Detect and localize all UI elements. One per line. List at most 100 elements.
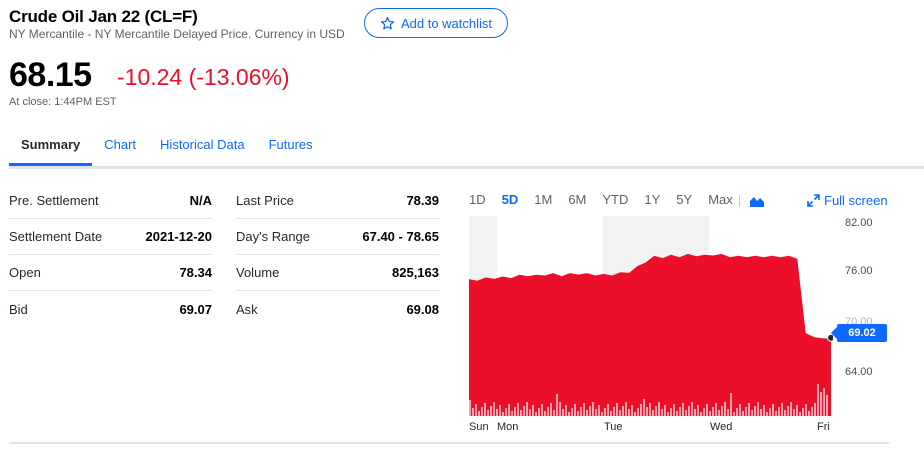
exchange-subtitle: NY Mercantile - NY Mercantile Delayed Pr…	[9, 27, 345, 41]
row-label: Last Price	[236, 193, 294, 208]
range-1y[interactable]: 1Y	[644, 192, 661, 207]
volume-bar	[475, 404, 477, 416]
volume-bar	[607, 404, 609, 416]
volume-bar	[808, 411, 810, 416]
row-label: Pre. Settlement	[9, 193, 99, 208]
volume-bar	[703, 408, 705, 416]
volume-bar	[739, 404, 741, 416]
volume-bar	[472, 408, 474, 416]
volume-bar	[772, 404, 774, 416]
tabs-divider	[9, 166, 924, 169]
volume-bar	[826, 395, 828, 416]
volume-bar	[718, 410, 720, 416]
volume-bar	[679, 407, 681, 416]
volume-bar	[670, 408, 672, 416]
volume-bar	[733, 412, 735, 416]
volume-bar	[655, 406, 657, 416]
row-value: N/A	[189, 193, 212, 208]
volume-bar	[709, 411, 711, 416]
volume-bar	[748, 403, 750, 416]
volume-bar	[799, 412, 801, 416]
star-icon	[380, 16, 395, 29]
table-row: Pre. Settlement N/A	[9, 183, 212, 219]
table-row: Ask 69.08	[236, 291, 439, 327]
volume-bar	[484, 403, 486, 416]
tab-historical-data[interactable]: Historical Data	[160, 137, 245, 152]
volume-bar	[820, 392, 822, 416]
mountain-chart-icon[interactable]	[749, 194, 765, 208]
volume-bar	[763, 405, 765, 416]
volume-bar	[469, 400, 471, 416]
range-6m[interactable]: 6M	[568, 192, 587, 207]
volume-bar	[577, 411, 579, 416]
full-screen-button[interactable]: Full screen	[807, 193, 888, 208]
volume-bar	[511, 411, 513, 416]
row-label: Ask	[236, 301, 258, 317]
volume-bar	[649, 403, 651, 416]
volume-bar	[520, 410, 522, 416]
volume-bar	[523, 406, 525, 416]
volume-bar	[802, 408, 804, 416]
volume-bar	[502, 412, 504, 416]
volume-bar	[796, 405, 798, 416]
range-selector: 1D 5D 1M 6M YTD 1Y 5Y Max	[469, 192, 749, 207]
volume-bar	[643, 399, 645, 416]
volume-bar	[712, 407, 714, 416]
volume-bar	[673, 404, 675, 416]
table-row: Last Price 78.39	[236, 183, 439, 219]
range-1d[interactable]: 1D	[469, 192, 486, 207]
table-row: Volume 825,163	[236, 255, 439, 291]
volume-bar	[787, 406, 789, 416]
x-tick-label: Sun	[469, 421, 489, 433]
volume-bar	[682, 403, 684, 416]
volume-bar	[724, 402, 726, 416]
volume-bar	[766, 412, 768, 416]
volume-bar	[736, 408, 738, 416]
volume-bar	[490, 406, 492, 416]
volume-bar	[667, 412, 669, 416]
volume-bar	[505, 408, 507, 416]
volume-bar	[553, 410, 555, 416]
price-chart[interactable]	[469, 216, 833, 416]
volume-bar	[652, 410, 654, 416]
row-value: 2021-12-20	[145, 229, 213, 244]
range-max[interactable]: Max	[708, 192, 733, 207]
volume-bar	[580, 407, 582, 416]
row-label: Settlement Date	[9, 229, 103, 244]
volume-bar	[481, 407, 483, 416]
tab-summary[interactable]: Summary	[9, 130, 93, 166]
watchlist-label: Add to watchlist	[400, 15, 493, 31]
row-value: 78.39	[406, 193, 439, 208]
volume-bar	[715, 403, 717, 416]
volume-bar	[598, 405, 600, 416]
range-5d[interactable]: 5D	[501, 192, 519, 207]
volume-bar	[574, 404, 576, 416]
row-value: 69.07	[179, 301, 212, 317]
volume-bar	[496, 409, 498, 416]
volume-bar	[571, 408, 573, 416]
volume-bar	[676, 411, 678, 416]
volume-bar	[742, 411, 744, 416]
price-area	[469, 253, 831, 416]
x-tick-label: Tue	[604, 421, 623, 433]
full-screen-label: Full screen	[824, 193, 888, 208]
row-value: 69.08	[406, 301, 439, 317]
volume-bar	[757, 402, 759, 416]
volume-bar	[499, 405, 501, 416]
row-label: Day's Range	[236, 229, 311, 244]
volume-bar	[823, 388, 825, 416]
add-to-watchlist-button[interactable]: Add to watchlist	[364, 8, 508, 38]
volume-bar	[634, 412, 636, 416]
range-5y[interactable]: 5Y	[676, 192, 693, 207]
volume-bar	[589, 406, 591, 416]
y-tick-label: 82.00	[845, 217, 873, 229]
volume-bar	[529, 409, 531, 416]
tab-chart[interactable]: Chart	[104, 137, 137, 152]
current-price-tag: 69.02	[831, 324, 887, 342]
volume-bar	[535, 412, 537, 416]
volume-bar	[538, 408, 540, 416]
range-1m[interactable]: 1M	[534, 192, 553, 207]
volume-bar	[751, 410, 753, 416]
tab-futures[interactable]: Futures	[268, 137, 313, 152]
range-ytd[interactable]: YTD	[602, 192, 629, 207]
